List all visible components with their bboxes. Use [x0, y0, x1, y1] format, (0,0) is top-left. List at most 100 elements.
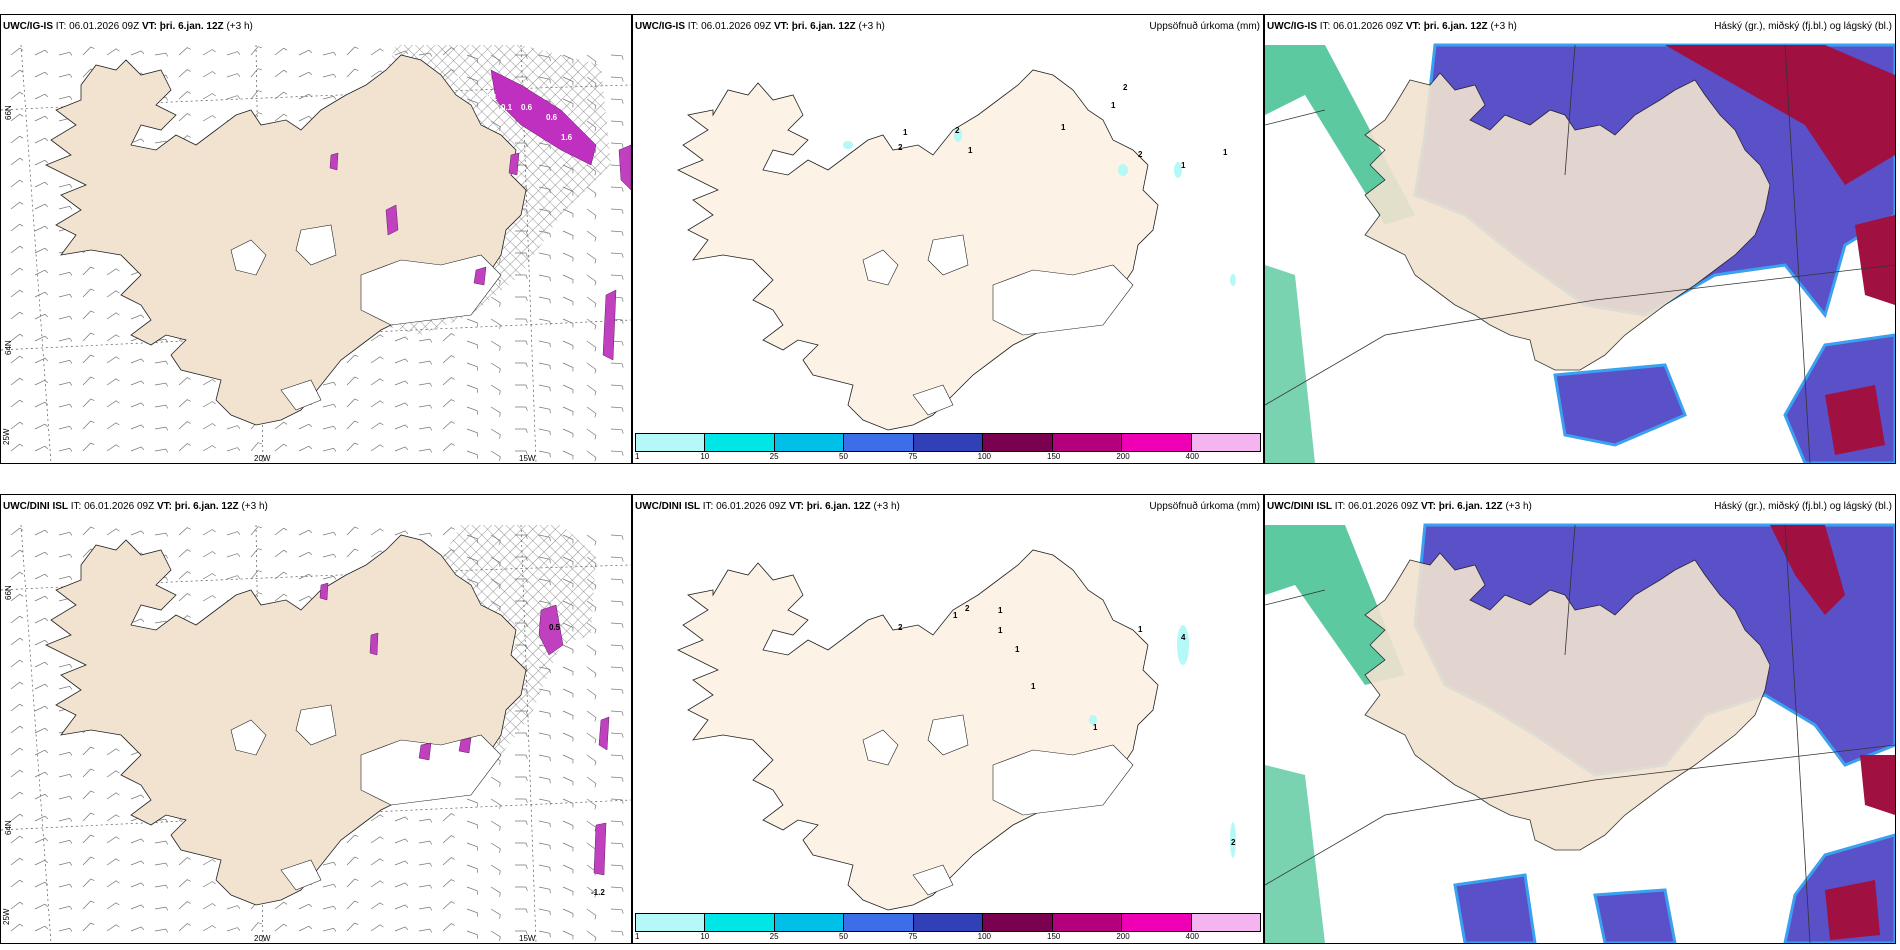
wind-barb: [538, 820, 551, 828]
wind-barb: [562, 450, 574, 460]
wind-barb: [10, 571, 24, 580]
wind-barb: [178, 113, 191, 122]
wind-barb: [586, 798, 597, 810]
iceland-land: [45, 534, 527, 906]
precip-blobs: [319, 582, 610, 876]
wind-barb: [34, 225, 49, 232]
wind-barb: [515, 864, 528, 869]
wind-barb: [586, 340, 597, 352]
precip-labels: 2 1 2 1 1 1 2 2 1 1: [898, 83, 1228, 170]
wind-barb: [250, 922, 263, 932]
colorbar-segment: [1122, 914, 1192, 931]
wind-barb: [298, 71, 313, 78]
colorbar-label: 50: [839, 932, 848, 941]
wind-barb: [490, 908, 501, 919]
lon15-label: 15W: [519, 934, 536, 943]
wind-barb: [346, 376, 359, 386]
wind-barb: [34, 71, 49, 78]
wind-barb: [370, 378, 384, 386]
wind-barb: [346, 548, 359, 558]
wind-barb: [442, 857, 455, 866]
wind-barb: [442, 399, 455, 408]
wind-barb: [298, 445, 313, 452]
glaciers: [862, 714, 1134, 896]
wind-barb: [10, 157, 24, 166]
wind-barb: [322, 403, 337, 408]
wind-barb: [515, 908, 528, 913]
wind-barb: [34, 551, 49, 558]
wind-barb: [154, 840, 169, 845]
wind-barb: [610, 622, 624, 628]
wind-barb: [10, 681, 24, 690]
wind-barb: [586, 252, 597, 264]
wind-barb: [538, 842, 551, 850]
wind-barb: [130, 838, 145, 844]
wind-barb: [562, 886, 574, 896]
wind-barb: [202, 529, 216, 536]
wind-barb: [10, 593, 24, 602]
wind-barb: [58, 839, 73, 844]
wind-barb: [10, 879, 24, 888]
wind-barb: [562, 908, 574, 918]
wind-barb: [610, 274, 624, 280]
wind-barb: [515, 776, 528, 781]
wind-barb: [322, 73, 337, 78]
wind-barb: [58, 553, 73, 558]
wind-barb: [418, 382, 433, 387]
wind-barb: [346, 834, 359, 844]
wind-barb: [322, 95, 337, 100]
wind-barb: [322, 575, 337, 580]
wind-barb: [586, 666, 597, 678]
wind-barb: [610, 688, 624, 694]
wind-barb: [58, 883, 73, 888]
wind-barb: [34, 93, 49, 100]
wind-barb: [298, 551, 313, 558]
high-cloud: [1453, 873, 1537, 943]
wind-barb: [490, 384, 501, 395]
wind-barb: [418, 906, 433, 911]
wind-barb: [226, 575, 241, 580]
svg-text:1: 1: [998, 626, 1003, 635]
lat66-label: 66N: [4, 105, 13, 120]
panel-wind-row1: UWC/IG-IS IT: 06.01.2026 09Z VT: þri. 6.…: [0, 14, 632, 464]
precip-blobs: [329, 69, 631, 361]
wind-barb: [250, 526, 263, 536]
wind-barb: [202, 881, 216, 888]
wind-barb: [394, 530, 409, 536]
wind-barb: [515, 930, 528, 935]
wind-barb: [178, 879, 191, 888]
wind-barb: [10, 835, 24, 844]
wind-barb: [610, 362, 624, 368]
wind-barb: [586, 186, 597, 198]
wind-barb: [10, 135, 24, 144]
wind-barb: [562, 274, 574, 284]
wind-barb: [586, 688, 597, 700]
wind-barb: [538, 362, 551, 370]
wind-barb: [322, 447, 337, 452]
wind-barb: [58, 751, 73, 756]
wind-barb: [178, 399, 191, 408]
colorbar-segment: [1191, 434, 1260, 451]
wind-barb: [586, 776, 597, 788]
svg-text:1: 1: [1138, 625, 1143, 634]
colorbar-segment: [983, 434, 1053, 451]
wind-barb: [130, 882, 145, 888]
wind-barb: [346, 922, 359, 932]
cloud-title: Háský (gr.), miðský (fj.bl.) og lágský (…: [1714, 21, 1892, 32]
svg-text:2: 2: [1123, 83, 1128, 92]
wind-barb: [10, 201, 24, 210]
wind-barb: [538, 886, 551, 894]
colorbar-segment: [774, 434, 845, 451]
wind-barb: [515, 886, 528, 891]
wind-barb: [82, 332, 95, 342]
wind-barb: [538, 450, 551, 458]
wind-barb: [418, 884, 433, 889]
wind-barb: [34, 661, 49, 668]
wind-barb: [466, 450, 478, 459]
high-cloud: [1593, 888, 1677, 943]
wind-barb: [130, 402, 145, 408]
wind-barb: [515, 318, 528, 323]
wind-barb: [34, 925, 49, 932]
wind-barb: [515, 732, 528, 737]
wind-map: 0.5 -1.2 66N 64N 25W 20W 15W: [1, 524, 631, 943]
